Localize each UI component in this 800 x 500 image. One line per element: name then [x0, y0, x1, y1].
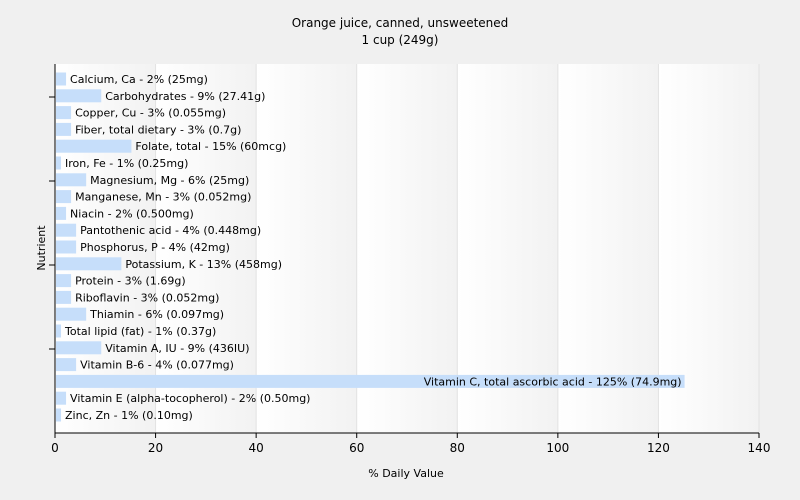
grid-band [658, 64, 759, 433]
x-tick-label: 20 [148, 441, 163, 455]
bar-label: Vitamin E (alpha-tocopherol) - 2% (0.50m… [70, 392, 310, 405]
bar [56, 190, 72, 204]
bar [56, 408, 62, 422]
bar-label: Vitamin A, IU - 9% (436IU) [105, 342, 249, 355]
bar-label: Carbohydrates - 9% (27.41g) [105, 90, 265, 103]
grid-band [457, 64, 558, 433]
x-axis-label: % Daily Value [368, 467, 444, 480]
bar [56, 374, 685, 388]
bar [56, 139, 132, 153]
bar [56, 274, 72, 288]
x-tick-label: 120 [647, 441, 670, 455]
bar [56, 206, 67, 220]
grid-band [356, 64, 458, 433]
x-tick-label: 0 [51, 441, 59, 455]
bar [56, 223, 77, 237]
plot-area [55, 64, 759, 433]
grid-band [155, 64, 257, 433]
bar-labels: Calcium, Ca - 2% (25mg) Carbohydrates - 9… [64, 73, 682, 422]
bar-label: Fiber, total dietary - 3% (0.7g) [75, 123, 241, 136]
x-tick-label: 80 [450, 441, 465, 455]
bar-label: Phosphorus, P - 4% (42mg) [80, 241, 230, 254]
bar-label: Manganese, Mn - 3% (0.052mg) [75, 191, 251, 204]
bar-label: Niacin - 2% (0.500mg) [70, 207, 194, 220]
bar [56, 173, 87, 187]
x-tick-label: 140 [748, 441, 771, 455]
bar [56, 257, 122, 271]
x-tick-label: 100 [546, 441, 569, 455]
bar [56, 391, 67, 405]
bar-label: Potassium, K - 13% (458mg) [125, 258, 282, 271]
bar-label: Vitamin C, total ascorbic acid - 125% (7… [424, 375, 682, 388]
bar-label: Magnesium, Mg - 6% (25mg) [90, 174, 249, 187]
grid-band [557, 64, 659, 433]
bar-label: Pantothenic acid - 4% (0.448mg) [80, 224, 261, 237]
x-tick-label: 40 [249, 441, 264, 455]
bar-label: Vitamin B-6 - 4% (0.077mg) [80, 359, 234, 372]
bar [56, 341, 102, 355]
bar [56, 307, 87, 321]
bar [56, 156, 62, 170]
x-tick-labels: 0 20 40 60 80 100 120 140 [51, 441, 770, 455]
bar [56, 290, 72, 304]
bar-label: Calcium, Ca - 2% (25mg) [70, 73, 208, 86]
bar [56, 324, 62, 338]
bar-label: Total lipid (fat) - 1% (0.37g) [64, 325, 216, 338]
bar [56, 106, 72, 120]
chart-title: Orange juice, canned, unsweetened [292, 16, 509, 30]
grid-band [256, 64, 357, 433]
axes [49, 64, 760, 438]
bar-label: Iron, Fe - 1% (0.25mg) [65, 157, 188, 170]
bar [56, 122, 72, 136]
bar [56, 89, 102, 103]
grid-lines [155, 64, 760, 433]
bar-label: Zinc, Zn - 1% (0.10mg) [65, 409, 193, 422]
bars [56, 72, 685, 422]
bar-label: Thiamin - 6% (0.097mg) [89, 308, 224, 321]
bar-label: Protein - 3% (1.69g) [75, 275, 186, 288]
y-axis-label: Nutrient [35, 225, 48, 271]
bar [56, 72, 67, 86]
bar-label: Copper, Cu - 3% (0.055mg) [75, 107, 226, 120]
bar [56, 240, 77, 254]
bar [56, 358, 77, 372]
chart-subtitle: 1 cup (249g) [362, 33, 439, 47]
bar-label: Folate, total - 15% (60mcg) [135, 140, 286, 153]
bar-label: Riboflavin - 3% (0.052mg) [75, 291, 219, 304]
x-tick-label: 60 [349, 441, 364, 455]
